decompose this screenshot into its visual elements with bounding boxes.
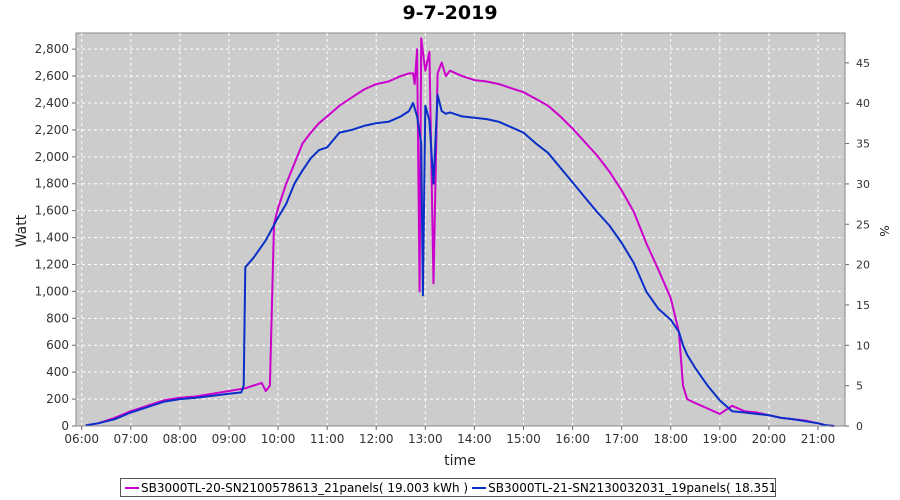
- x-tick-label: 14:00: [457, 432, 492, 446]
- x-tick-label: 08:00: [163, 432, 198, 446]
- x-tick-label: 13:00: [408, 432, 443, 446]
- y-tick-label: 1,600: [35, 204, 69, 218]
- y-tick-label: 2,200: [35, 123, 69, 137]
- y-tick-label: 1,000: [35, 284, 69, 298]
- y2-tick-label: 10: [856, 339, 870, 352]
- x-tick-label: 18:00: [653, 432, 688, 446]
- y-tick-label: 2,600: [35, 69, 69, 83]
- x-tick-label: 15:00: [506, 432, 541, 446]
- legend: SB3000TL-20-SN2100578613_21panels( 19.00…: [120, 478, 776, 497]
- x-tick-label: 07:00: [114, 432, 149, 446]
- y2-tick-label: 45: [856, 57, 870, 70]
- y2-tick-label: 25: [856, 218, 870, 231]
- y-tick-label: 0: [61, 419, 69, 433]
- y-tick-label: 2,000: [35, 150, 69, 164]
- x-tick-label: 12:00: [359, 432, 394, 446]
- y2-tick-label: 20: [856, 259, 870, 272]
- y-tick-label: 800: [46, 311, 69, 325]
- x-tick-label: 19:00: [703, 432, 738, 446]
- legend-swatch-series1: [125, 486, 139, 489]
- y2-axis-label: %: [877, 225, 891, 236]
- y-tick-label: 2,400: [35, 96, 69, 110]
- y-tick-label: 2,800: [35, 42, 69, 56]
- x-tick-label: 09:00: [212, 432, 247, 446]
- x-tick-label: 17:00: [604, 432, 639, 446]
- y-tick-label: 400: [46, 365, 69, 379]
- legend-item-series1: SB3000TL-20-SN2100578613_21panels( 19.00…: [125, 481, 468, 495]
- y-tick-label: 1,400: [35, 231, 69, 245]
- y2-tick-label: 30: [856, 178, 870, 191]
- legend-swatch-series2: [472, 486, 487, 489]
- y2-tick-label: 40: [856, 97, 870, 110]
- legend-item-series2: SB3000TL-21-SN2130032031_19panels( 18.35…: [472, 480, 776, 495]
- y-tick-label: 1,800: [35, 177, 69, 191]
- x-tick-label: 11:00: [310, 432, 345, 446]
- series-line-1: [85, 37, 835, 427]
- y2-tick-label: 5: [856, 380, 863, 393]
- x-tick-label: 16:00: [555, 432, 590, 446]
- legend-label-series2: SB3000TL-21-SN2130032031_19panels( 18.35…: [488, 480, 776, 495]
- plot-area: [75, 32, 846, 427]
- x-tick-label: 10:00: [261, 432, 296, 446]
- y-tick-label: 1,200: [35, 257, 69, 271]
- y-tick-label: 200: [46, 392, 69, 406]
- y2-tick-label: 0: [856, 420, 863, 433]
- legend-label-series1: SB3000TL-20-SN2100578613_21panels( 19.00…: [141, 480, 469, 495]
- series-line-2: [85, 93, 835, 427]
- chart-title: 9-7-2019: [402, 2, 498, 24]
- x-tick-label: 21:00: [801, 432, 836, 446]
- x-tick-label: 06:00: [64, 432, 99, 446]
- y-axis-label: Watt: [14, 214, 30, 247]
- x-tick-label: 20:00: [752, 432, 787, 446]
- y-tick-label: 600: [46, 338, 69, 352]
- y2-tick-label: 35: [856, 138, 870, 151]
- y2-tick-label: 15: [856, 299, 870, 312]
- x-axis-label: time: [444, 453, 476, 469]
